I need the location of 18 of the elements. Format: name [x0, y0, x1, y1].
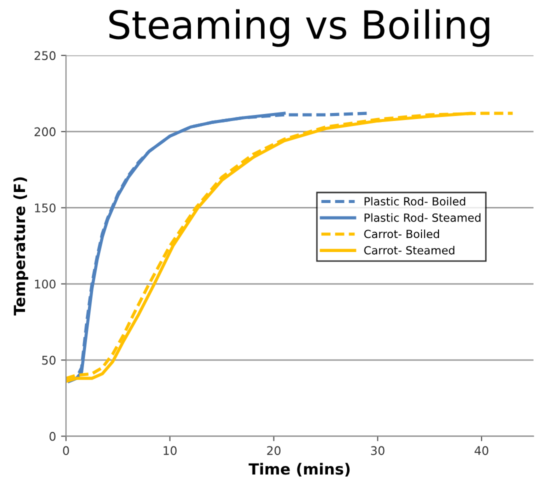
y-tick-label: 50	[42, 356, 56, 365]
y-tick-label: 150	[35, 203, 56, 212]
x-tick-label: 0	[63, 446, 69, 456]
legend-label: Carrot- Steamed	[364, 246, 454, 254]
x-tick-label: 40	[474, 446, 488, 456]
x-tick-label: 20	[267, 446, 281, 456]
legend-label: Plastic Rod- Steamed	[364, 213, 480, 222]
x-axis-title: Time (mins)	[248, 462, 350, 477]
y-tick-label: 0	[50, 432, 56, 441]
y-tick-label: 200	[34, 127, 56, 136]
y-tick-label: 250	[34, 51, 56, 60]
y-tick-label: 100	[35, 280, 56, 289]
legend-label: Plastic Rod- Boiled	[364, 196, 466, 206]
x-tick-label: 30	[371, 446, 384, 456]
x-tick-label: 10	[164, 446, 177, 456]
legend-label: Carrot- Boiled	[364, 230, 440, 238]
chart-title: Steaming vs Boiling	[109, 9, 490, 47]
y-axis-title: Temperature (F)	[13, 177, 28, 316]
